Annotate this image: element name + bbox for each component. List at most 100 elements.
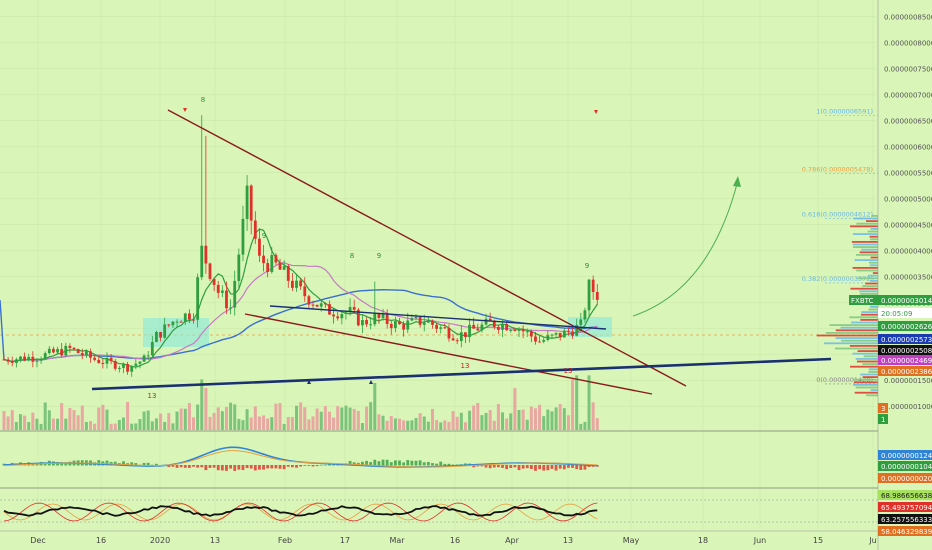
volume-bar: [76, 415, 80, 430]
macd-histogram-bar: [410, 460, 414, 466]
macd-histogram-bar: [431, 463, 434, 466]
volume-bar: [484, 412, 488, 430]
volume-bar: [229, 402, 233, 430]
candle-body: [488, 318, 492, 321]
price-tick-label: 0.0000001000: [884, 403, 932, 411]
volume-bar: [340, 407, 344, 430]
volume-bar: [303, 407, 307, 430]
time-tick-label: May: [623, 536, 640, 545]
candle-body: [113, 360, 117, 369]
macd-histogram-bar: [505, 465, 509, 470]
ma-50-line: [0, 289, 598, 363]
rsi-value-badge: 68.9866566384: [881, 492, 932, 500]
volume-bar: [212, 412, 216, 430]
macd-histogram-bar: [497, 465, 500, 468]
time-axis[interactable]: Dec 16 2020 13 Feb 17 Mar 16 Apr 13 May 18 Jun 15 Ju: [0, 530, 932, 545]
candle-body: [68, 345, 72, 348]
price-tick-label: 0.0000008500: [884, 13, 932, 21]
macd-signal-line: [3, 450, 598, 468]
candle-body: [591, 279, 595, 292]
volume-profile-bar: [816, 334, 878, 337]
volume-profile-bar: [868, 308, 878, 311]
macd-histogram-bar: [212, 465, 216, 468]
candle-body: [521, 329, 525, 332]
candle-body: [336, 316, 340, 319]
macd-histogram-bar: [414, 460, 418, 466]
candle-body: [130, 365, 134, 372]
candle-body: [447, 328, 451, 339]
macd-histogram-bar: [97, 460, 101, 466]
volume-profile-bar: [857, 350, 878, 352]
candle-body: [394, 321, 397, 329]
macd-histogram-bar: [237, 465, 241, 470]
macd-histogram-bar: [579, 465, 583, 470]
candle-body: [538, 341, 541, 343]
volume-bar: [426, 421, 430, 430]
candle-body: [278, 262, 282, 270]
macd-histogram-bar: [558, 465, 562, 469]
symbol-badge-bg: [849, 295, 878, 305]
time-tick-label: 15: [813, 536, 823, 545]
volume-bar: [525, 419, 529, 430]
volume-bar: [2, 411, 6, 430]
macd-histogram-bar: [451, 464, 455, 466]
price-badges: FXBTC 0.0000003014 20:05:09 0.0000002626 0.0…: [849, 295, 932, 536]
candle-body: [311, 304, 315, 306]
volume-profile-bar: [835, 337, 878, 339]
volume-bar: [554, 407, 558, 430]
last-price-badge-bg: [878, 295, 932, 305]
symbol-badge: FXBTC: [851, 297, 873, 305]
candle-body: [571, 331, 574, 336]
candlesticks[interactable]: [2, 115, 599, 377]
volume-bar: [369, 402, 373, 430]
buy-marker-icon: [369, 380, 373, 384]
macd-histogram-bar: [394, 460, 397, 466]
volume-bar: [224, 407, 228, 430]
candle-body: [529, 331, 533, 337]
macd-histogram-bar: [192, 465, 195, 467]
candle-body: [505, 323, 509, 331]
macd-histogram-bar: [196, 465, 200, 468]
macd-histogram-bar: [443, 463, 447, 466]
candle-body: [282, 266, 286, 270]
candle-body: [414, 316, 418, 319]
candle-body: [76, 349, 80, 354]
volume-profile-bar: [851, 241, 878, 243]
volume-bar: [274, 403, 278, 430]
macd-value-badge: 0.0000000104: [881, 463, 932, 471]
trendlines[interactable]: [91, 109, 832, 395]
volume-profile-bar: [852, 267, 878, 269]
volume-bar: [14, 421, 18, 430]
macd-histogram-bar: [595, 465, 599, 467]
volume-bar: [406, 420, 410, 430]
candle-body: [192, 319, 195, 321]
macd-histogram-bar: [249, 465, 253, 469]
sell-marker-icon: [594, 110, 598, 114]
volume-bar: [121, 417, 125, 430]
price-tick-label: 0.0000008000: [884, 39, 932, 47]
macd-histogram-bar: [534, 465, 537, 471]
fib-level-label: 0.618(0.0000004612): [802, 210, 873, 218]
volume-bar: [270, 417, 274, 430]
volume-bar: [476, 403, 480, 430]
volume-bar: [542, 416, 546, 430]
volume-profile-bar: [859, 251, 878, 254]
macd-histogram-bar: [60, 462, 64, 466]
volume-profile-bar: [861, 311, 878, 313]
volume-bar: [68, 408, 72, 430]
macd-histogram-bar: [303, 465, 307, 466]
volume-bar: [208, 416, 212, 430]
macd-histogram-bar: [245, 465, 249, 469]
candle-body: [542, 339, 546, 342]
volume-bar: [402, 420, 406, 430]
macd-histogram-bar: [361, 461, 364, 466]
time-tick-label: Mar: [389, 536, 405, 545]
candle-body: [402, 324, 406, 330]
volume-profile-bar: [849, 365, 878, 368]
macd-histogram-bar: [208, 465, 212, 468]
volume-profile-bar: [859, 290, 878, 293]
volume-bar: [64, 418, 68, 430]
volume-bar: [418, 413, 422, 430]
fib-level-label: 0(0.0000001428): [816, 376, 873, 384]
